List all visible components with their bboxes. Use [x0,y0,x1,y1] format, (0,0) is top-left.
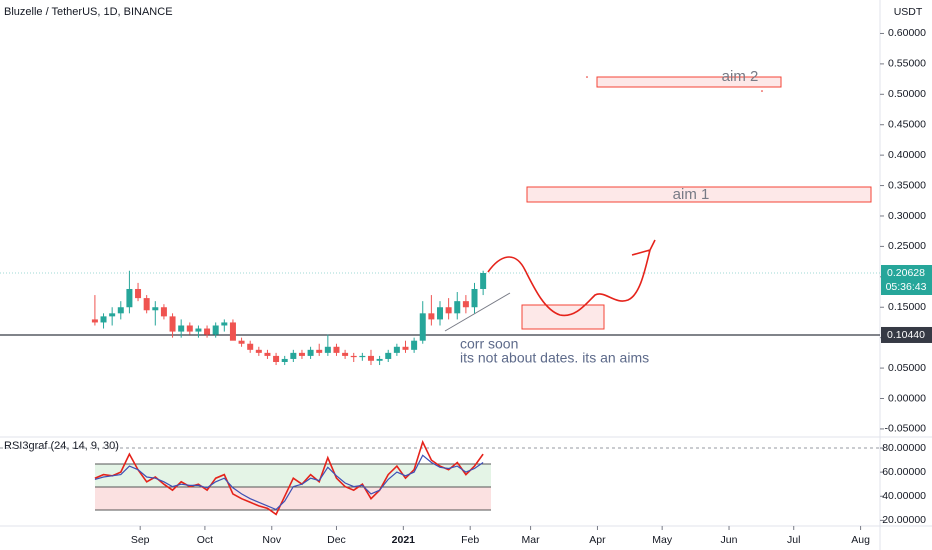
candle-body [385,352,392,359]
candle-body [428,313,435,320]
x-tick-label: Apr [589,534,606,546]
y-tick-label: 0.05000 [888,362,926,374]
x-tick-label: Aug [851,534,870,546]
trend-line [444,292,511,332]
annotation: corr soon [460,336,518,352]
aim1-box [526,186,872,203]
last-price-bg [881,264,932,295]
x-tick-label: Sep [131,534,150,546]
candle-body [117,307,124,314]
x-tick-label: Dec [327,534,346,546]
corr-box [521,304,605,330]
candle-body [212,325,219,335]
candle-body [143,298,150,311]
candle-body [402,346,409,350]
candle-body [221,322,228,326]
y-tick-label: 40.00000 [882,490,926,502]
annotation: its not about dates. its an aims [460,350,649,366]
rsi-upper-band [95,464,491,487]
candle-body [100,316,107,323]
x-tick-label: Nov [262,534,281,546]
candle-body [454,301,461,314]
y-tick-label: 0.50000 [888,88,926,100]
candle-body [462,301,469,308]
candle-body [367,355,374,361]
y-tick-label: 80.00000 [882,442,926,454]
candle-body [316,349,323,353]
candle-body [195,328,202,332]
y-tick-label: 20.00000 [882,514,926,526]
y-tick-label: 0.00000 [888,392,926,404]
dot [586,76,588,78]
candle-body [437,307,443,320]
candle-body [264,352,271,356]
candle-body [350,355,357,358]
y-tick-label: 60.00000 [882,466,926,478]
chart-title: Bluzelle / TetherUS, 1D, BINANCE [4,6,173,18]
y-tick-label: 0.40000 [888,149,926,161]
hline-label: 0.10440 [887,329,925,341]
candle-body [471,288,478,308]
x-tick-label: Jul [787,534,800,546]
candle-body [178,325,185,332]
y-tick-label: -0.05000 [885,423,927,435]
candle-body [342,352,349,356]
x-tick-label: Feb [461,534,479,546]
axis-unit: USDT [894,6,923,18]
candle-body [91,319,98,323]
candle-body [333,346,340,353]
x-tick-label: May [652,534,673,546]
y-tick-label: 0.15000 [888,301,926,313]
candle-body [376,358,383,361]
last-price-label: 0.20628 [887,267,925,279]
candle-body [290,352,297,359]
y-tick-label: 0.25000 [888,240,926,252]
hline-label-bg [881,326,932,343]
y-tick-label: 0.45000 [888,119,926,131]
aim2-box [596,76,782,88]
candle-body [324,346,331,353]
x-tick-label: Oct [197,534,213,546]
candle-body [411,340,418,350]
forecast-curve [487,239,656,317]
x-tick-label: Jun [721,534,738,546]
dot [761,90,763,92]
y-tick-label: 0.35000 [888,179,926,191]
candle-body [307,349,314,356]
candle-body [186,325,193,332]
x-tick-label: 2021 [392,534,416,546]
candle-body [238,340,245,344]
y-tick-label: 0.30000 [888,210,926,222]
candle-body [480,272,487,289]
candle-body [109,313,116,317]
countdown: 05:36:43 [886,281,927,293]
candle-body [419,313,426,341]
candle-body [298,352,305,356]
candle-body [126,288,133,308]
rsi-lower-band [95,487,491,510]
candle-body [229,322,236,341]
candle-body [393,346,400,353]
candle-body [281,358,288,362]
candle-body [247,343,254,350]
indicator-title: RSI3graf (24, 14, 9, 30) [4,440,119,452]
y-tick-label: 0.60000 [888,27,926,39]
annotation: aim 2 [722,68,759,85]
candle-body [359,355,366,358]
rsi-line [94,454,484,511]
x-tick-label: Mar [522,534,541,546]
candle-body [152,307,159,311]
candle-body [135,288,142,299]
candle-body [273,355,280,362]
candle-body [204,328,211,335]
candle-body [255,349,262,353]
y-tick-label: 0.55000 [888,58,926,70]
candle-body [169,316,176,332]
candle-body [160,307,167,317]
candle-body [445,307,452,314]
annotation: aim 1 [673,186,710,203]
